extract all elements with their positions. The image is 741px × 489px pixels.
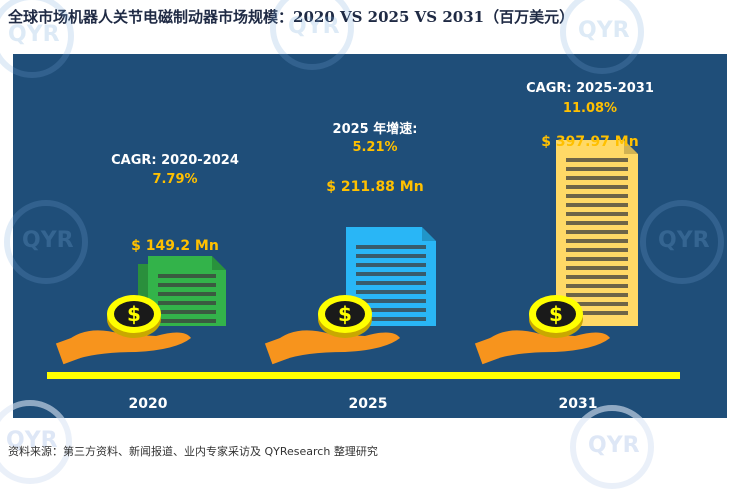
document-line-2025-3 [356,272,426,276]
document-line-2031-0 [566,158,628,162]
hand-cuff-2031 [474,337,500,365]
annotation-label-2020: CAGR: 2020-2024 [111,153,239,168]
document-fold-2025 [422,227,436,241]
document-line-2025-7 [356,308,426,312]
document-line-2031-10 [566,248,628,252]
chart-graphics: $ $ $ [55,140,638,365]
document-line-2031-8 [566,230,628,234]
document-fold-2031 [624,140,638,154]
dollar-sign-icon-2025: $ [338,302,352,326]
coin-inner-2025 [325,301,365,327]
document-line-2031-1 [566,167,628,171]
value-label-2031: $ 397.97 Mn [541,134,639,150]
bar-document-2020 [148,256,226,326]
watermark-logo-3: QYR [560,0,644,74]
document-line-2031-6 [566,212,628,216]
watermark-logo-2: QYR [270,0,354,70]
dollar-sign-icon-2020: $ [127,302,141,326]
document-line-2020-2 [158,292,216,296]
document-line-2025-2 [356,263,426,267]
document-line-2031-11 [566,257,628,261]
document-line-2031-5 [566,203,628,207]
document-line-2031-3 [566,185,628,189]
annotation-label-2031: CAGR: 2025-2031 [526,81,654,96]
annotation-value-2020: 7.79% [152,172,198,187]
watermark-logo-4: QYR [4,200,88,284]
document-fold-2020 [212,256,226,270]
value-label-2025: $ 211.88 Mn [326,179,424,195]
hand-icon-2025 [275,330,400,360]
x-tick-label-2031: 2031 [558,396,598,412]
hand-cuff-2020 [55,337,81,365]
document-line-2020-1 [158,283,216,287]
document-line-2025-1 [356,254,426,258]
x-tick-label-2025: 2025 [348,396,388,412]
document-line-2020-5 [158,319,216,323]
document-line-2031-15 [566,293,628,297]
x-tick-label-2020: 2020 [128,396,168,412]
coin-inner-2031 [536,301,576,327]
document-line-2031-14 [566,284,628,288]
document-line-2020-4 [158,310,216,314]
document-line-2025-4 [356,281,426,285]
document-line-2031-16 [566,302,628,306]
hand-cuff-2025 [264,337,290,365]
hand-icon-2020 [66,330,191,360]
document-line-2031-9 [566,239,628,243]
coin-inner-2020 [114,301,154,327]
document-line-2025-0 [356,245,426,249]
annotation-value-2031: 11.08% [562,101,618,116]
document-line-2031-4 [566,194,628,198]
document-line-2031-2 [566,176,628,180]
document-line-2031-17 [566,311,628,315]
document-line-2020-3 [158,301,216,305]
dollar-sign-icon-2031: $ [549,302,563,326]
x-axis-line [47,372,680,379]
document-line-2025-8 [356,317,426,321]
document-line-2020-0 [158,274,216,278]
document-line-2031-12 [566,266,628,270]
watermark-logo-1: QYR [0,0,74,78]
document-line-2025-5 [356,290,426,294]
annotation-value-2025: 5.21% [352,140,398,155]
document-line-2031-13 [566,275,628,279]
source-note: 资料来源：第三方资料、新闻报道、业内专家采访及 QYResearch 整理研究 [8,445,378,458]
value-label-2020: $ 149.2 Mn [131,238,219,254]
annotation-label-2025: 2025 年增速: [332,122,418,137]
document-line-2031-7 [566,221,628,225]
watermark-logo-6: QYR [0,400,72,484]
hand-icon-2031 [485,330,610,360]
watermark-logo-5: QYR [640,200,724,284]
document-line-2025-6 [356,299,426,303]
